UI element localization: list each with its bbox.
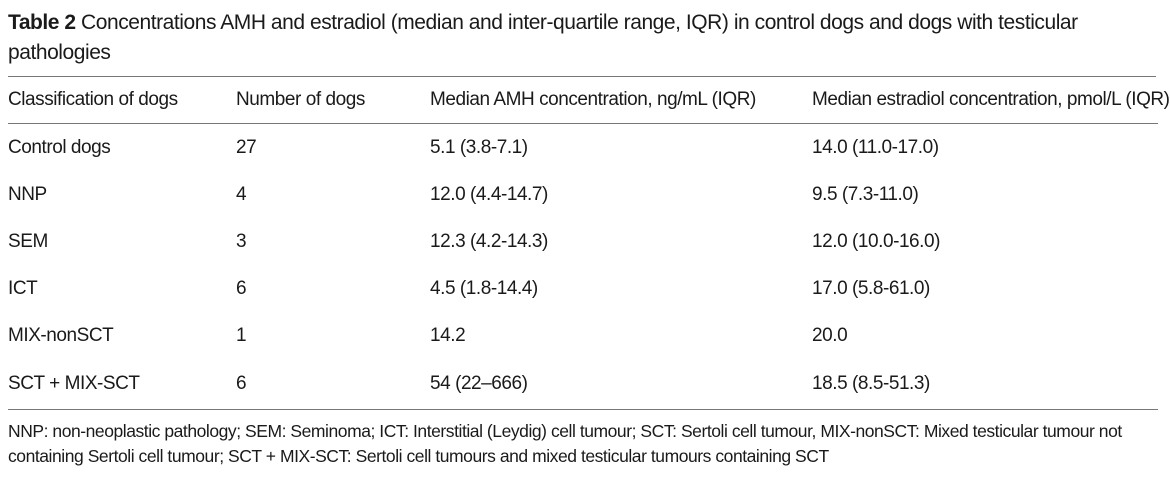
cell-amh: 5.1 (3.8-7.1): [430, 136, 528, 158]
cell-classification: ICT: [8, 277, 38, 299]
cell-number: 27: [236, 136, 257, 158]
table-header-row: Classification of dogs Number of dogs Me…: [8, 77, 1170, 124]
table-row: NNP 4 12.0 (4.4-14.7) 9.5 (7.3-11.0): [8, 171, 1158, 218]
table-row: SEM 3 12.3 (4.2-14.3) 12.0 (10.0-16.0): [8, 218, 1158, 265]
cell-number: 3: [236, 230, 247, 252]
table-row: Control dogs 27 5.1 (3.8-7.1) 14.0 (11.0…: [8, 124, 1158, 172]
top-rule: [8, 76, 1156, 77]
table-caption-label: Table 2: [8, 11, 76, 34]
column-header-classification: Classification of dogs: [8, 89, 178, 110]
cell-amh: 4.5 (1.8-14.4): [430, 277, 538, 299]
cell-classification: SEM: [8, 230, 48, 252]
cell-amh: 54 (22–666): [430, 373, 528, 394]
cell-classification: NNP: [8, 183, 47, 205]
column-header-amh: Median AMH concentration, ng/mL (IQR): [430, 89, 756, 110]
cell-number: 6: [236, 373, 247, 394]
cell-estradiol: 17.0 (5.8-61.0): [812, 277, 930, 299]
table-caption-text: Concentrations AMH and estradiol (median…: [8, 11, 1078, 64]
cell-amh: 14.2: [430, 324, 466, 346]
cell-classification: MIX-nonSCT: [8, 324, 114, 346]
table-row: SCT + MIX-SCT 6 54 (22–666) 18.5 (8.5-51…: [8, 359, 1158, 410]
cell-estradiol: 9.5 (7.3-11.0): [812, 183, 919, 205]
table-row: ICT 6 4.5 (1.8-14.4) 17.0 (5.8-61.0): [8, 265, 1158, 312]
cell-estradiol: 20.0: [812, 324, 848, 346]
cell-estradiol: 12.0 (10.0-16.0): [812, 230, 940, 252]
table-row: MIX-nonSCT 1 14.2 20.0: [8, 312, 1158, 359]
table-caption: Table 2 Concentrations AMH and estradiol…: [8, 8, 1156, 76]
column-header-estradiol: Median estradiol concentration, pmol/L (…: [812, 89, 1170, 110]
cell-classification: SCT + MIX-SCT: [8, 373, 140, 394]
cell-estradiol: 18.5 (8.5-51.3): [812, 373, 930, 394]
cell-number: 6: [236, 277, 247, 299]
cell-amh: 12.3 (4.2-14.3): [430, 230, 548, 252]
data-table: Classification of dogs Number of dogs Me…: [8, 77, 1170, 410]
table-footnote: NNP: non-neoplastic pathology; SEM: Semi…: [8, 421, 1122, 466]
cell-estradiol: 14.0 (11.0-17.0): [812, 136, 939, 158]
cell-classification: Control dogs: [8, 136, 111, 158]
table-container: Table 2 Concentrations AMH and estradiol…: [8, 8, 1170, 469]
column-header-number: Number of dogs: [236, 89, 365, 110]
cell-amh: 12.0 (4.4-14.7): [430, 183, 548, 205]
cell-number: 4: [236, 183, 247, 205]
cell-number: 1: [236, 324, 247, 346]
